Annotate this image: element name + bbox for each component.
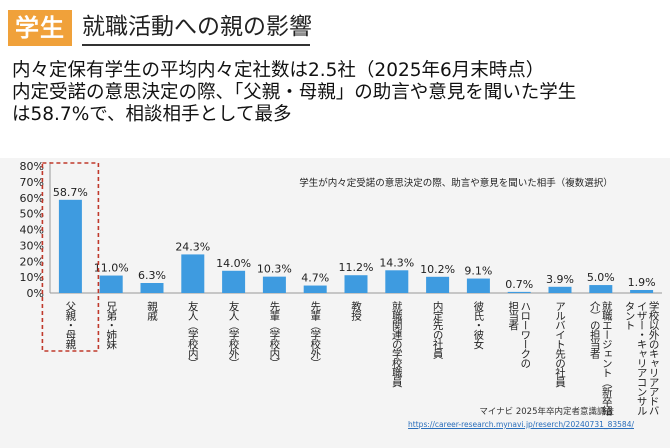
chart-title: 学生が内々定受諾の意思決定の際、助言や意見を聞いた相手（複数選択） xyxy=(299,177,613,189)
bar xyxy=(630,289,654,293)
bar xyxy=(222,270,246,293)
y-tick-label: 70% xyxy=(20,176,44,189)
student-tag: 学生 xyxy=(8,10,72,46)
subtitle-line-2: 内定受諾の意思決定の際、「父親・母親」の助言や意見を聞いた学生 xyxy=(12,82,577,103)
category-label: 担当者 xyxy=(507,301,519,331)
y-tick-label: 20% xyxy=(20,255,44,268)
bar-value-label: 58.7% xyxy=(53,186,88,199)
y-tick-label: 60% xyxy=(20,192,44,205)
bar-value-label: 5.0% xyxy=(587,271,615,284)
category-label: 友人（学校外） xyxy=(228,300,240,367)
subtitle: 内々定保有学生の平均内々定社数は2.5社（2025年6月末時点） 内定受諾の意思… xyxy=(12,60,662,126)
bar xyxy=(262,276,286,293)
bar xyxy=(303,285,327,293)
bar xyxy=(99,275,123,293)
category-label: 就職エージェント（新卒紹 xyxy=(601,300,613,417)
bar xyxy=(385,270,409,293)
bar-value-label: 14.3% xyxy=(379,256,414,269)
category-label: 彼氏・彼女 xyxy=(472,300,484,350)
highlight-box xyxy=(41,162,100,352)
bar xyxy=(140,282,164,293)
category-label: 介）の担当者 xyxy=(589,301,601,360)
bar-value-label: 1.9% xyxy=(628,276,656,289)
category-label: 友人（学校内） xyxy=(187,300,199,367)
category-label: 先輩（学校内） xyxy=(268,301,280,368)
y-tick-label: 30% xyxy=(20,239,44,252)
bar-value-label: 6.3% xyxy=(138,269,166,282)
bar-value-label: 11.2% xyxy=(339,261,374,274)
bar-value-label: 4.7% xyxy=(301,272,329,285)
bar-value-label: 11.0% xyxy=(94,262,129,275)
bar xyxy=(58,199,82,293)
bar xyxy=(589,285,613,293)
title-underline xyxy=(82,44,310,46)
source-note: マイナビ 2025年卒内定者意識調査 xyxy=(479,407,614,417)
category-label: 兄弟・姉妹 xyxy=(105,301,117,350)
category-label: 就職関連の学校職員 xyxy=(391,300,403,388)
page-title: 就職活動への親の影響 xyxy=(82,14,312,40)
bar xyxy=(426,276,450,293)
y-tick-label: 0% xyxy=(27,287,44,300)
bar-value-label: 9.1% xyxy=(464,265,492,278)
bar xyxy=(181,254,205,293)
category-label: アルバイト先の社員 xyxy=(554,301,566,388)
bar-value-label: 10.3% xyxy=(257,263,292,276)
category-label: ハローワークの xyxy=(519,301,531,368)
y-tick-label: 40% xyxy=(20,224,44,237)
subtitle-line-3: は58.7%で、相談相手として最多 xyxy=(12,104,292,125)
y-tick-label: 80% xyxy=(20,160,44,173)
bar-value-label: 10.2% xyxy=(420,263,455,276)
category-label: タント xyxy=(624,301,636,330)
category-label: 父親・母親 xyxy=(64,301,76,350)
bar xyxy=(344,275,368,293)
bar-value-label: 24.3% xyxy=(175,240,210,253)
category-label: 先輩（学校外） xyxy=(309,301,321,368)
bar-value-label: 0.7% xyxy=(505,278,533,291)
bar-value-label: 14.0% xyxy=(216,257,251,270)
bar-value-label: 3.9% xyxy=(546,273,574,286)
category-label: 学校以外のキャリアアドバ xyxy=(648,300,660,415)
y-tick-label: 10% xyxy=(20,271,44,284)
category-label: イザー・キャリアコンサル xyxy=(636,301,648,415)
source-url-link[interactable]: https://career-research.mynavi.jp/reserc… xyxy=(408,420,634,429)
y-tick-label: 50% xyxy=(20,208,44,221)
bar xyxy=(507,291,531,293)
bar xyxy=(548,286,572,293)
subtitle-line-1: 内々定保有学生の平均内々定社数は2.5社（2025年6月末時点） xyxy=(12,60,545,81)
category-label: 親戚 xyxy=(146,300,158,322)
bar xyxy=(466,278,490,293)
chart-panel xyxy=(0,158,670,448)
category-label: 内定先の社員 xyxy=(432,300,444,360)
category-label: 教授 xyxy=(350,300,362,322)
